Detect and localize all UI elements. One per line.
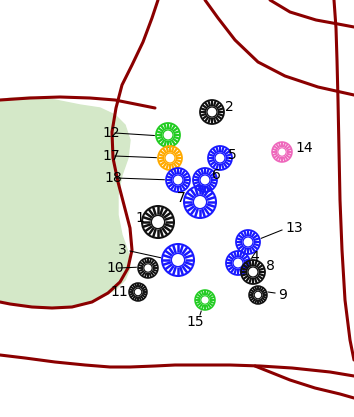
Polygon shape (0, 97, 130, 308)
Text: 13: 13 (285, 221, 303, 235)
Circle shape (134, 288, 142, 296)
Circle shape (248, 267, 258, 277)
Text: 12: 12 (102, 126, 120, 140)
Circle shape (166, 168, 190, 193)
Circle shape (200, 100, 224, 125)
Circle shape (215, 153, 225, 163)
Text: 7: 7 (177, 191, 186, 205)
Circle shape (243, 237, 253, 247)
Circle shape (165, 153, 175, 163)
Circle shape (183, 186, 217, 219)
Circle shape (225, 251, 251, 276)
Circle shape (278, 148, 286, 156)
Circle shape (240, 259, 266, 284)
Text: 8: 8 (266, 259, 275, 273)
Text: 4: 4 (250, 250, 259, 264)
Text: 9: 9 (278, 288, 287, 302)
Circle shape (235, 229, 261, 254)
Circle shape (171, 253, 185, 267)
Circle shape (173, 175, 183, 185)
Text: 10: 10 (106, 261, 124, 275)
Text: 1: 1 (135, 211, 144, 225)
Circle shape (200, 175, 210, 185)
Circle shape (144, 264, 152, 272)
Circle shape (137, 258, 159, 279)
Circle shape (194, 289, 216, 311)
Circle shape (233, 258, 243, 268)
Circle shape (158, 146, 183, 171)
Circle shape (163, 130, 173, 140)
Circle shape (254, 291, 262, 299)
Circle shape (201, 296, 209, 304)
Circle shape (249, 286, 268, 304)
Text: 11: 11 (110, 285, 128, 299)
Text: 6: 6 (212, 168, 221, 182)
Circle shape (193, 168, 217, 193)
Circle shape (161, 244, 194, 276)
Circle shape (155, 123, 181, 148)
Circle shape (207, 146, 233, 171)
Circle shape (207, 107, 217, 117)
Circle shape (193, 195, 207, 209)
Circle shape (129, 282, 148, 301)
Text: 17: 17 (102, 149, 120, 163)
Text: 3: 3 (118, 243, 127, 257)
Text: 18: 18 (104, 171, 122, 185)
Circle shape (272, 141, 292, 163)
Text: 2: 2 (225, 100, 234, 114)
Text: 15: 15 (186, 315, 204, 329)
Text: 5: 5 (228, 148, 237, 162)
Text: 14: 14 (295, 141, 313, 155)
Circle shape (142, 206, 175, 239)
Circle shape (151, 215, 165, 229)
